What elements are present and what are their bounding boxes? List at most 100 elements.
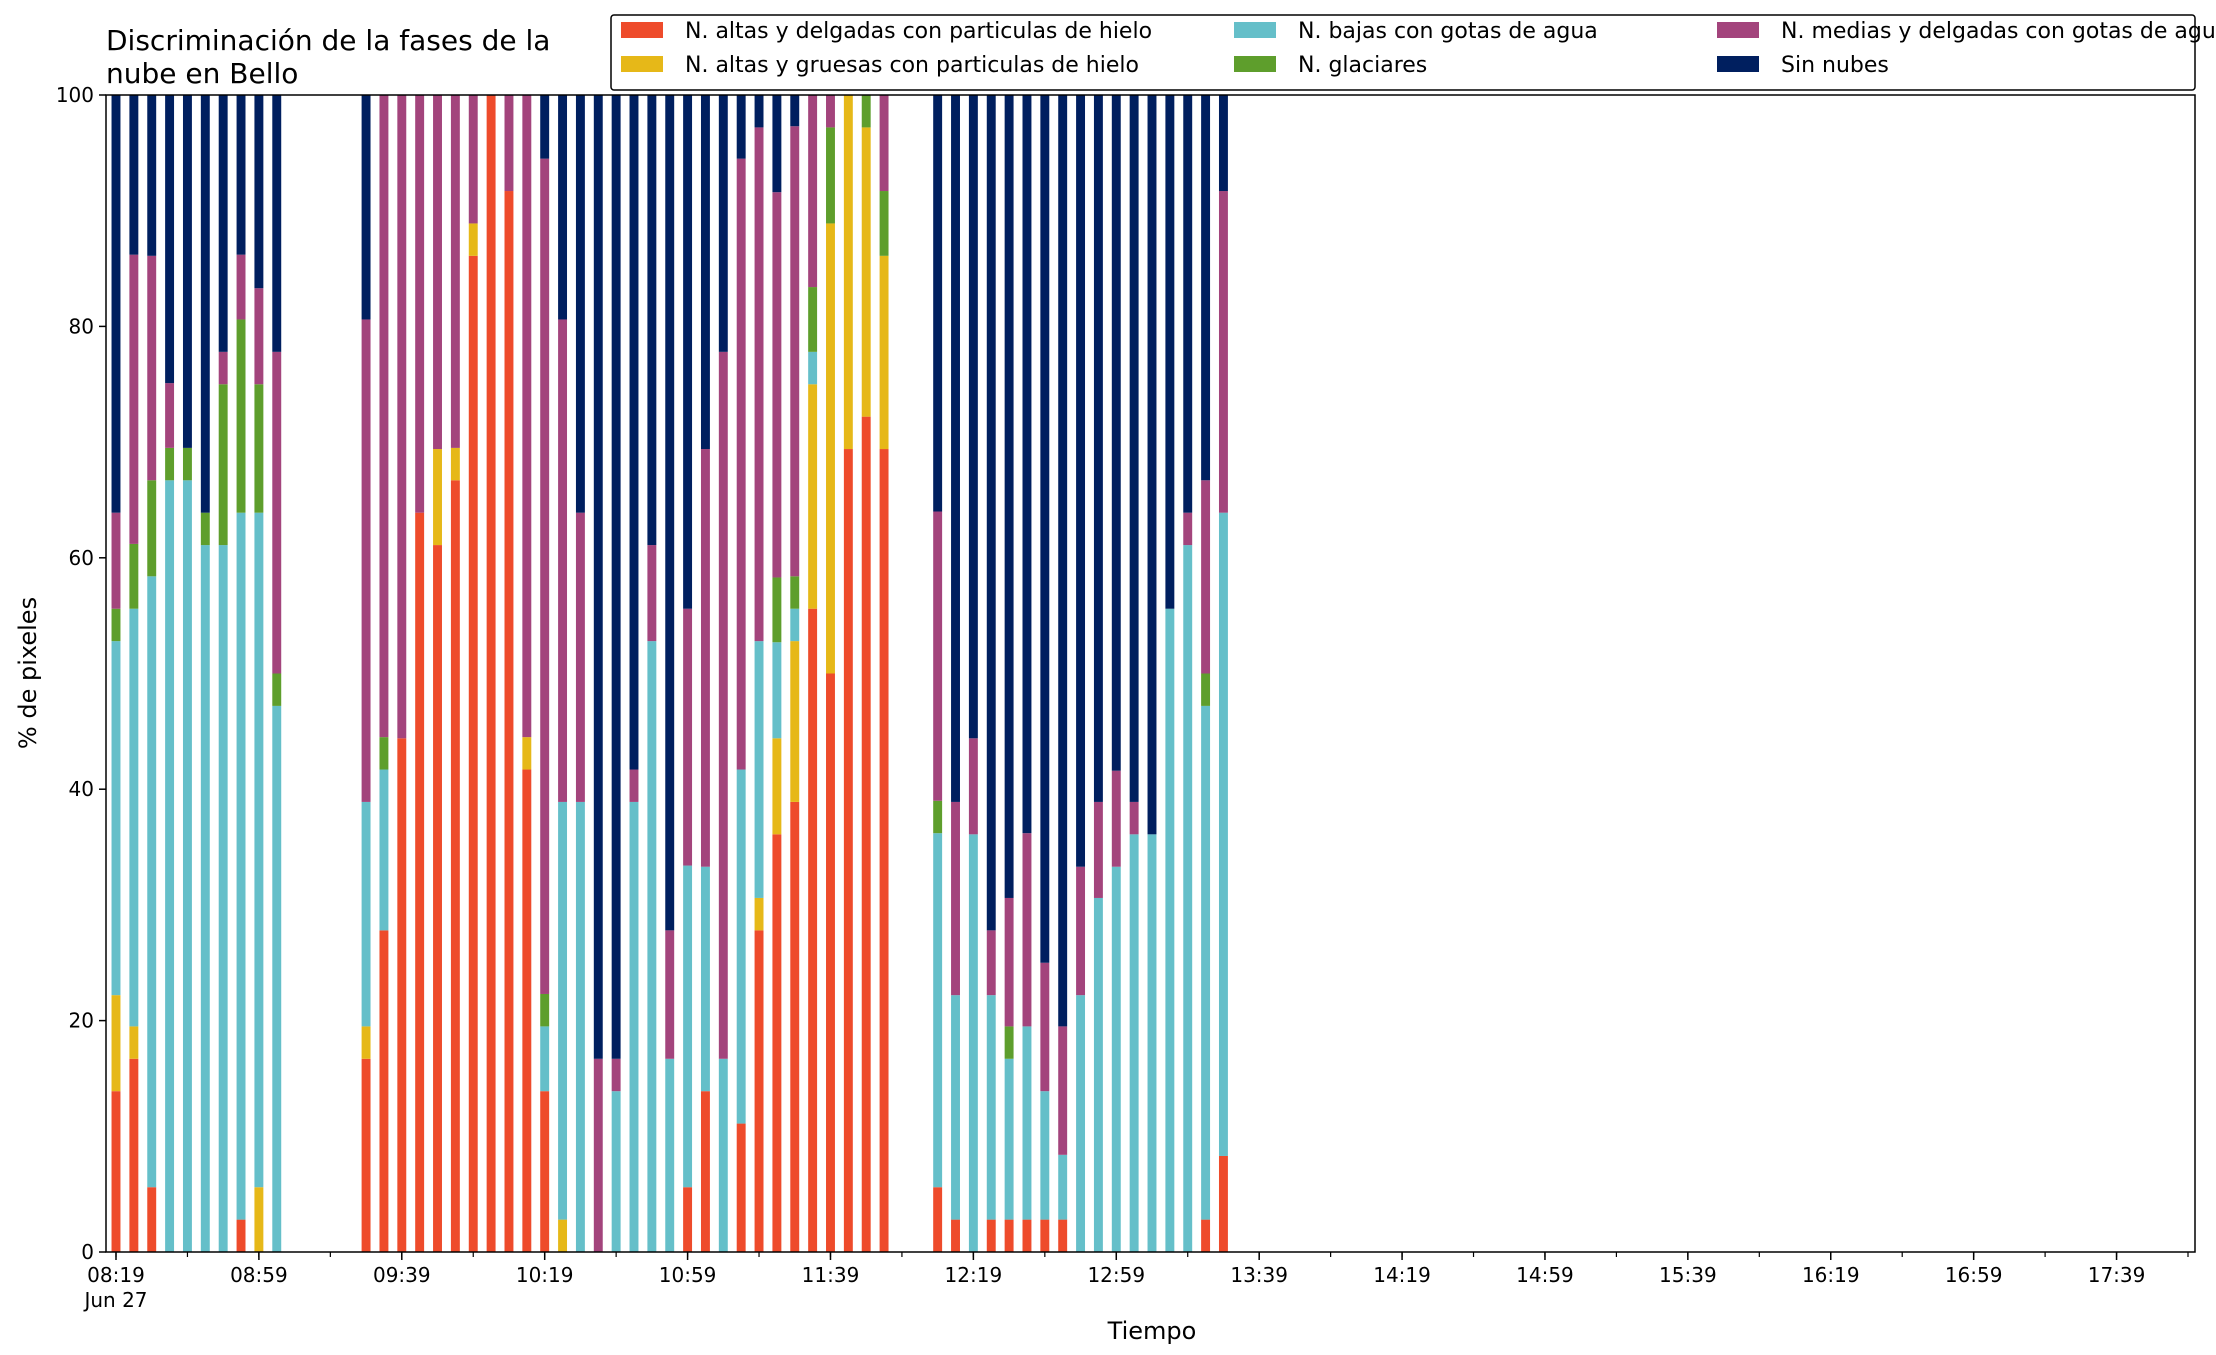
bar-segment-38-3 [861,95,871,128]
bar-segment-33-4 [772,192,782,578]
bar-segment-41-0 [951,1219,960,1252]
bar-segment-16-1 [468,223,478,256]
bar-segment-42-2 [968,834,978,1252]
legend-label-3: N. glaciares [1298,53,1427,78]
bar-segment-34-3 [790,576,800,609]
bar-segment-31-2 [736,769,746,1124]
bar-segment-16-0 [468,255,478,1252]
bar-segment-15-4 [450,95,460,448]
bar-segment-43-5 [986,95,996,931]
bar-segment-30-2 [718,1058,728,1252]
bar-segment-33-5 [772,95,782,193]
bar-segment-29-5 [700,95,710,450]
bar-segment-24-4 [611,1058,621,1092]
bar-segment-14-4 [433,95,442,450]
bar-segment-19-0 [522,769,532,1252]
bar-segment-14-1 [433,449,442,546]
legend-frame [610,14,2196,91]
bar-segment-0-1 [111,995,121,1092]
bar-segment-7-4 [236,254,246,320]
bar-segment-2-3 [147,480,157,577]
bar-segment-11-4 [379,95,389,738]
bar-segment-13-0 [415,512,425,1252]
bar-segment-54-4 [1183,512,1193,546]
x-tick-label-14: 17:39 [2088,1263,2146,1287]
bar-segment-55-3 [1201,673,1211,706]
bar-segment-44-5 [1004,95,1014,898]
bar-segment-20-4 [540,158,550,994]
bar-segment-9-2 [272,705,282,1252]
bar-segment-26-2 [647,641,657,1252]
bar-segment-43-2 [986,995,996,1220]
bar-segment-15-0 [450,480,460,1252]
x-tick-label-3: 10:19 [516,1263,574,1287]
bar-segment-45-5 [1022,95,1032,834]
bar-segment-40-0 [933,1187,943,1252]
bar-segment-0-3 [111,608,121,642]
bar-segment-45-0 [1022,1219,1032,1252]
bar-segment-0-5 [111,95,121,513]
bar-segment-32-5 [754,95,764,128]
bar-segment-52-2 [1147,834,1157,1252]
bar-segment-8-5 [254,95,264,289]
bar-segment-8-2 [254,512,264,1188]
bar-segment-23-4 [593,1058,603,1252]
bar-segment-8-3 [254,384,264,513]
legend-swatch-4 [1717,22,1759,38]
bar-segment-25-2 [629,801,639,1252]
bar-segment-32-4 [754,127,764,642]
bar-segment-1-1 [129,1026,139,1059]
bar-segment-39-4 [879,95,889,192]
bar-segment-38-1 [861,127,871,417]
bar-segment-29-0 [700,1091,710,1252]
bar-segment-56-5 [1218,95,1228,192]
y-tick-label-3: 60 [69,546,94,570]
bar-segment-48-5 [1076,95,1086,867]
bar-segment-50-2 [1111,866,1121,1252]
bar-segment-2-0 [147,1187,157,1252]
bar-segment-20-3 [540,993,550,1027]
legend-label-5: Sin nubes [1781,53,1889,78]
x-tick-label-9: 14:19 [1373,1263,1431,1287]
legend: N. altas y delgadas con particulas de hi… [610,14,2216,91]
bar-segment-28-0 [683,1187,693,1252]
bar-segment-34-4 [790,126,800,577]
bar-segment-7-5 [236,95,246,255]
bar-segment-1-0 [129,1058,139,1252]
bar-segment-33-0 [772,834,782,1252]
bar-segment-56-0 [1218,1155,1228,1252]
bar-segment-32-1 [754,897,764,931]
bar-segment-2-2 [147,576,157,1188]
bar-segment-49-5 [1093,95,1103,802]
bar-segment-3-4 [165,383,175,448]
bar-segment-3-3 [165,447,175,481]
bar-segment-28-4 [683,608,693,866]
x-tick-label-11: 15:39 [1659,1263,1717,1287]
bar-segment-44-3 [1004,1026,1014,1059]
bar-segment-1-5 [129,95,139,255]
bar-segment-27-4 [665,930,675,1059]
bar-segment-5-3 [200,512,210,546]
bar-segment-47-2 [1058,1154,1068,1220]
bar-segment-12-4 [397,95,407,739]
bar-segment-10-0 [361,1058,371,1252]
y-tick-label-2: 40 [69,777,94,801]
x-tick-label-5: 11:39 [802,1263,860,1287]
bar-segment-7-2 [236,512,246,1220]
bar-segment-36-0 [826,673,835,1252]
bar-segment-3-5 [165,95,175,384]
bar-segment-11-0 [379,930,389,1252]
bar-segment-6-3 [218,384,228,546]
bar-segment-24-5 [611,95,621,1059]
bar-segment-53-2 [1165,608,1175,1252]
bar-segment-4-2 [182,480,192,1252]
bar-segment-47-0 [1058,1219,1068,1252]
bar-segment-16-4 [468,95,478,224]
bar-segment-9-4 [272,351,282,674]
bar-segment-23-5 [593,95,603,1059]
bar-segment-31-5 [736,95,746,159]
x-tick-label-2: 09:39 [373,1263,431,1287]
bar-segment-0-2 [111,641,121,996]
bar-segment-29-4 [700,449,710,867]
